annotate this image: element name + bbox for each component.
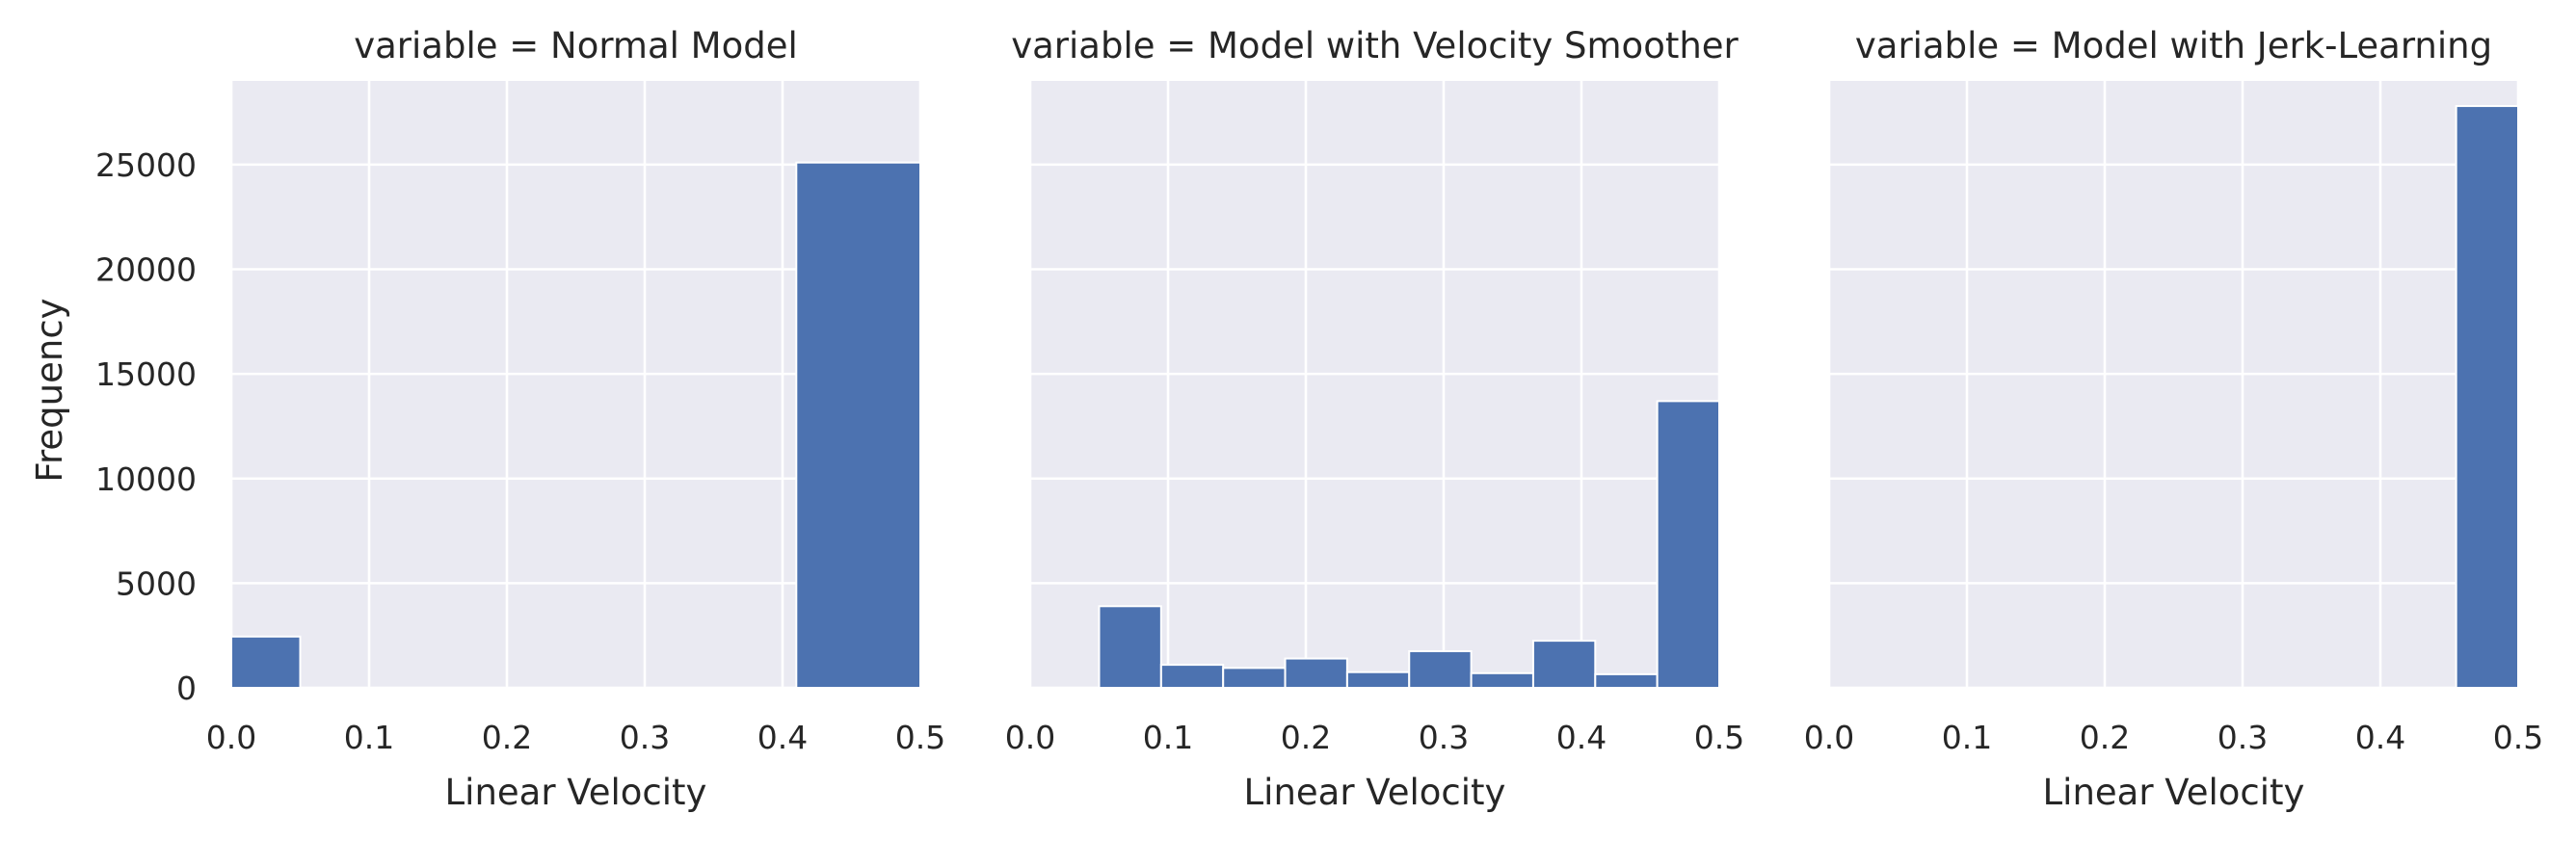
panel-model-with-jerk-learning: 0.0 0.1 0.2 0.3 0.4 0.5 variable = Model with … xyxy=(1804,25,2543,813)
y-tick-label: 15000 xyxy=(95,355,197,393)
x-tick-label: 0.1 xyxy=(344,719,394,756)
x-tick-label: 0.1 xyxy=(1143,719,1193,756)
histogram-bar xyxy=(1345,670,1411,690)
panel-title: variable = Normal Model xyxy=(354,25,798,66)
x-tick-label: 0.2 xyxy=(482,719,532,756)
histogram-bar xyxy=(1656,400,1721,689)
y-tick-label: 0 xyxy=(176,670,197,707)
plot-area xyxy=(1829,81,2518,688)
x-axis-label: Linear Velocity xyxy=(1244,772,1506,813)
histogram-bar xyxy=(1408,649,1473,690)
x-tick-label: 0.0 xyxy=(206,719,256,756)
x-tick-label: 0.5 xyxy=(1694,719,1744,756)
x-tick-label: 0.2 xyxy=(2080,719,2130,756)
histogram-bar xyxy=(1470,671,1534,689)
y-tick-label: 20000 xyxy=(95,251,197,289)
y-axis-label: Frequency xyxy=(29,298,70,482)
histogram-bar xyxy=(2455,105,2519,689)
histogram-bar xyxy=(230,635,302,690)
x-tick-label: 0.0 xyxy=(1005,719,1055,756)
x-tick-label: 0.1 xyxy=(1942,719,1992,756)
x-tick-label: 0.3 xyxy=(620,719,670,756)
x-axis-label: Linear Velocity xyxy=(2043,772,2305,813)
y-tick-label: 5000 xyxy=(116,565,197,602)
x-tick-label: 0.4 xyxy=(2355,719,2405,756)
x-tick-label: 0.5 xyxy=(895,719,945,756)
panel-title: variable = Model with Jerk-Learning xyxy=(1855,25,2492,66)
histogram-bar xyxy=(1594,672,1659,690)
x-tick-label: 0.2 xyxy=(1281,719,1331,756)
x-tick-label: 0.3 xyxy=(2217,719,2268,756)
y-tick-label: 25000 xyxy=(95,146,197,184)
x-tick-label: 0.4 xyxy=(1556,719,1607,756)
histogram-bar xyxy=(795,161,921,690)
panel-normal-model: 0.0 0.1 0.2 0.3 0.4 0.5 0 5000 10000 15000 20000 25… xyxy=(29,25,945,813)
histogram-bar xyxy=(1098,605,1162,690)
x-tick-label: 0.5 xyxy=(2493,719,2543,756)
x-tick-label: 0.3 xyxy=(1419,719,1469,756)
y-tick-label: 10000 xyxy=(95,460,197,498)
x-tick-label: 0.0 xyxy=(1804,719,1854,756)
panel-title: variable = Model with Velocity Smoother xyxy=(1011,25,1739,66)
x-axis-label: Linear Velocity xyxy=(445,772,707,813)
histogram-bar xyxy=(1222,667,1287,689)
panel-model-with-velocity-smoother: 0.0 0.1 0.2 0.3 0.4 0.5 variable = Model with … xyxy=(1005,25,1744,813)
x-tick-label: 0.4 xyxy=(757,719,808,756)
histogram-bar xyxy=(1159,664,1225,690)
histogram-bar xyxy=(1531,640,1597,689)
plot-area xyxy=(1030,81,1719,688)
histogram-bar xyxy=(1284,657,1348,689)
